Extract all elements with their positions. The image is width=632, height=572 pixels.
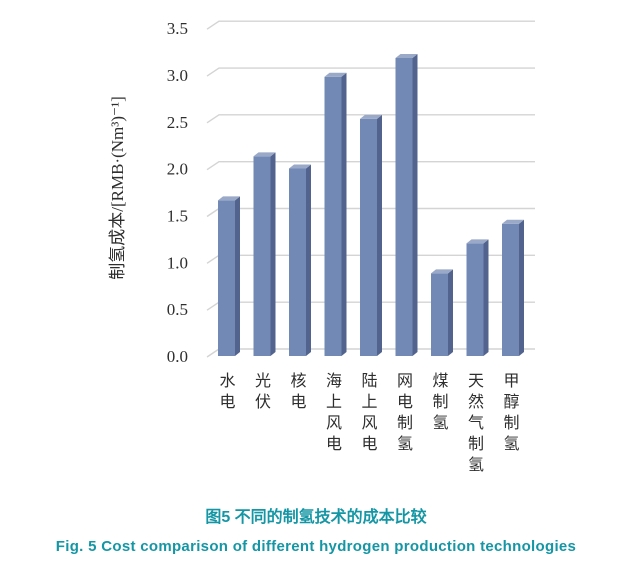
- y-tick-label: 2.5: [167, 113, 188, 132]
- bar-side-face: [412, 53, 418, 356]
- bar-side-face: [377, 114, 382, 356]
- x-axis-label: 陆上风电: [361, 372, 377, 453]
- bar-front-face: [360, 118, 377, 356]
- bar-top-face: [253, 152, 276, 157]
- gridline: [206, 114, 535, 124]
- bar-front-face: [431, 273, 448, 356]
- gridline: [206, 67, 535, 77]
- bar: [431, 269, 453, 356]
- bar-side-face: [341, 72, 347, 356]
- bar-side-face: [448, 269, 453, 356]
- bar-top-face: [324, 72, 347, 77]
- bar: [466, 239, 489, 356]
- y-tick-label: 3.5: [167, 19, 188, 38]
- bar: [395, 53, 418, 356]
- x-axis-label: 甲醇制氢: [503, 373, 519, 453]
- bar: [360, 114, 382, 356]
- x-axis-label: 光伏: [255, 372, 271, 411]
- bar-front-face: [218, 200, 235, 356]
- bar: [324, 72, 347, 356]
- bar-top-face: [502, 219, 524, 224]
- bar: [253, 152, 276, 356]
- bar-top-face: [218, 196, 240, 201]
- bar-front-face: [466, 243, 484, 356]
- y-tick-label: 0.0: [167, 347, 188, 366]
- bar-side-face: [235, 196, 240, 356]
- bar-top-face: [360, 114, 382, 119]
- bar-side-face: [483, 239, 489, 356]
- x-axis-label: 水电: [219, 372, 235, 411]
- bar-side-face: [519, 219, 524, 356]
- y-tick-label: 2.0: [167, 160, 188, 179]
- x-axis-label: 天然气制氢: [468, 373, 484, 474]
- y-tick-label: 1.5: [167, 207, 188, 226]
- bar: [502, 219, 524, 356]
- y-tick-label: 3.0: [167, 66, 188, 85]
- bar-top-face: [395, 53, 418, 58]
- figure-caption-zh: 图5 不同的制氢技术的成本比较: [205, 509, 427, 526]
- x-axis-label: 海上风电: [326, 372, 342, 453]
- y-axis-title: 制氢成本/[RMB·(Nm³)⁻¹]: [108, 96, 127, 280]
- gridline: [206, 160, 535, 171]
- bar-front-face: [502, 223, 519, 356]
- bar-front-face: [324, 76, 342, 356]
- gridline: [206, 20, 535, 30]
- bar-chart: 0.0 0.5 1.0 1.5 2.0 2.5 3.0 3.5 水电 光伏 核电 海上风电 陆上风电 网电…: [108, 19, 535, 474]
- bar-top-face: [289, 164, 311, 169]
- bar-front-face: [253, 156, 271, 356]
- figure-caption-en: Fig. 5 Cost comparison of different hydr…: [55, 538, 577, 555]
- bar: [289, 164, 311, 356]
- bar-top-face: [466, 239, 489, 244]
- bar-top-face: [431, 269, 453, 274]
- bar-front-face: [289, 168, 306, 356]
- bar-side-face: [306, 164, 311, 356]
- bar: [218, 196, 240, 356]
- x-axis-label: 煤制氢: [432, 372, 448, 432]
- y-tick-label: 0.5: [167, 300, 188, 319]
- bar-side-face: [270, 152, 276, 356]
- bar-front-face: [395, 57, 413, 356]
- y-tick-label: 1.0: [167, 253, 188, 272]
- x-axis-label: 网电制氢: [397, 373, 413, 453]
- x-axis-label: 核电: [290, 372, 306, 411]
